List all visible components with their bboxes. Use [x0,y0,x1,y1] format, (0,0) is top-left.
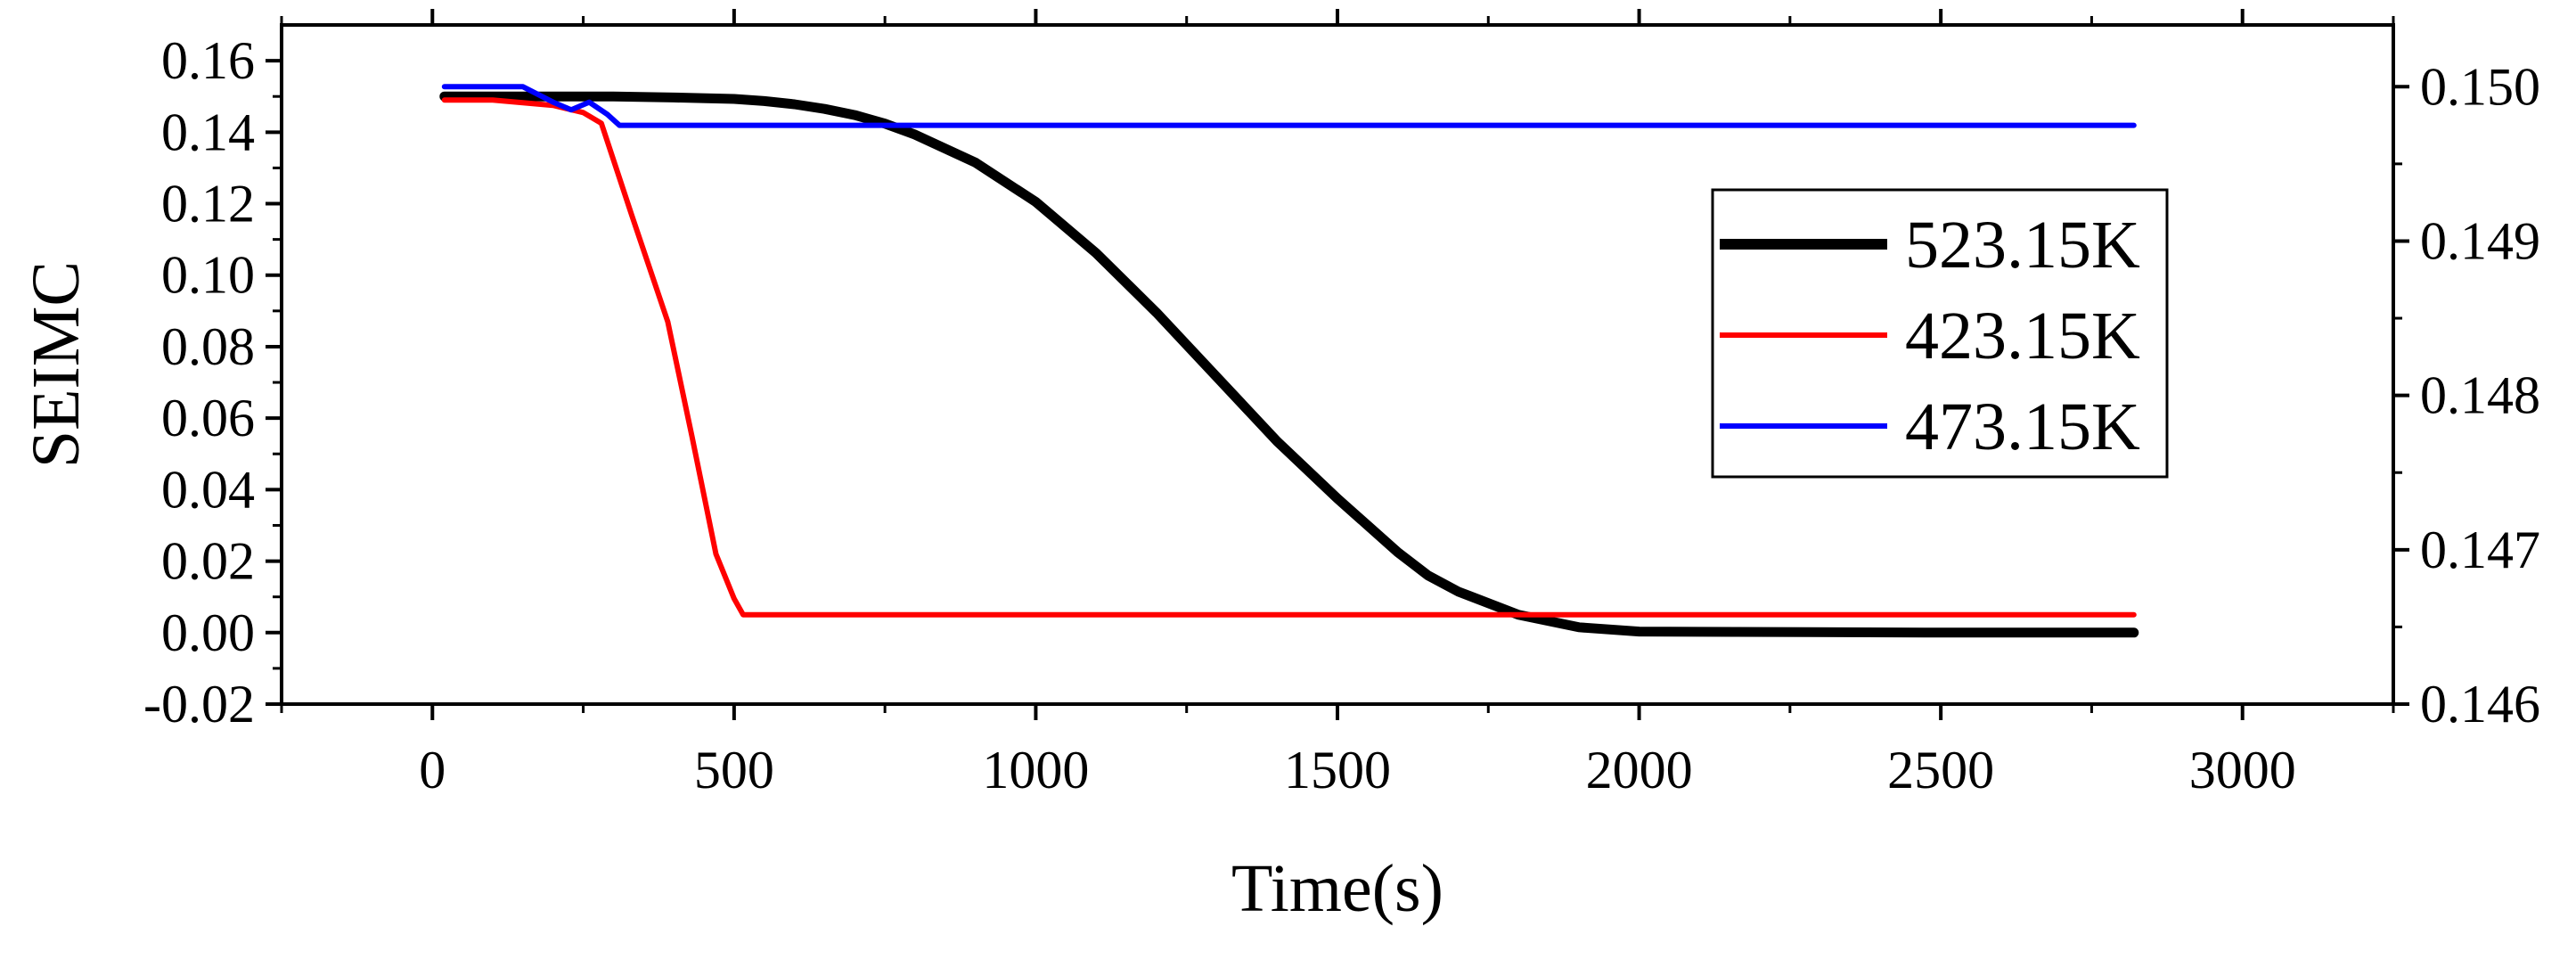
y-tick-label: 0.10 [161,246,255,305]
legend-label-423: 423.15K [1905,299,2140,373]
y-tick-label: -0.02 [143,675,255,734]
legend-label-523: 523.15K [1905,208,2140,283]
x-tick-label: 0 [419,741,446,799]
y-tick-label: 0.14 [161,102,255,161]
series-line-473.15K [441,84,2137,128]
x-tick-label: 2000 [1586,741,1693,799]
y-tick-label: 0.08 [161,317,255,376]
series-line-523.15K [439,91,2139,638]
y2-tick-label: 0.150 [2420,57,2540,116]
y-tick-label: 0.00 [161,603,255,662]
y-tick-label: 0.04 [161,460,255,519]
y-tick-label: 0.16 [161,31,255,90]
y2-tick-label: 0.146 [2420,675,2540,734]
plot-lines [439,84,2139,638]
y-tick-label: 0.06 [161,389,255,447]
y2-tick-label: 0.148 [2420,366,2540,425]
axis-ticks: 0 500 1000 1500 2000 2500 3000 -0.02 0.00 0.02 0.0… [143,9,2540,799]
x-tick-label: 500 [694,741,774,799]
x-tick-label: 1500 [1284,741,1391,799]
x-tick-label: 2500 [1887,741,1994,799]
y2-tick-label: 0.149 [2420,211,2540,270]
legend: 523.15K 423.15K 473.15K [1711,188,2169,479]
y-axis-title: SEIMC [19,261,94,468]
y-tick-label: 0.02 [161,532,255,591]
x-tick-label: 3000 [2189,741,2296,799]
x-axis-title: Time(s) [1231,851,1443,926]
y-tick-label: 0.12 [161,175,255,234]
series-line-423.15K [441,97,2137,618]
legend-label-473: 473.15K [1905,389,2140,464]
x-tick-label: 1000 [982,741,1089,799]
legend-box [1711,188,2169,479]
y2-tick-label: 0.147 [2420,520,2540,579]
